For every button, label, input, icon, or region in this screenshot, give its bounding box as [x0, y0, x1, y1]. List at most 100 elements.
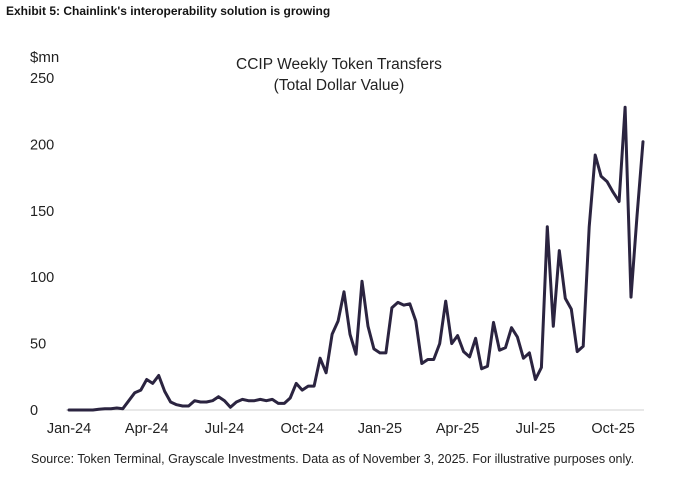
- data-point: [331, 333, 333, 335]
- x-tick-label: Jan-25: [358, 421, 402, 437]
- data-point: [624, 106, 626, 108]
- data-point: [367, 325, 369, 327]
- data-point: [546, 226, 548, 228]
- data-point: [343, 291, 345, 293]
- data-point: [206, 401, 208, 403]
- data-point: [433, 359, 435, 361]
- data-point: [516, 336, 518, 338]
- data-point: [134, 392, 136, 394]
- data-point: [522, 357, 524, 359]
- data-point: [421, 363, 423, 365]
- data-point: [457, 335, 459, 337]
- data-point: [212, 400, 214, 402]
- data-point: [505, 347, 507, 349]
- data-point: [241, 398, 243, 400]
- data-point: [301, 389, 303, 391]
- x-tick-labels: Jan-24 Apr-24 Jul-24 Oct-24 Jan-25 Apr-25 Jul-…: [47, 421, 635, 437]
- data-point: [528, 352, 530, 354]
- chart-title: CCIP Weekly Token Transfers: [236, 56, 442, 73]
- data-point: [182, 405, 184, 407]
- data-point: [475, 337, 477, 339]
- data-point: [511, 327, 513, 329]
- data-point: [349, 333, 351, 335]
- data-point: [427, 359, 429, 361]
- data-point: [337, 320, 339, 322]
- data-point: [283, 402, 285, 404]
- data-point: [277, 402, 279, 404]
- y-tick-label: 0: [30, 403, 38, 419]
- data-point: [188, 405, 190, 407]
- x-tick-label: Apr-25: [436, 421, 480, 437]
- data-point: [499, 349, 501, 351]
- y-tick-label: 100: [30, 270, 54, 286]
- y-tick-label: 200: [30, 137, 54, 153]
- data-point: [397, 301, 399, 303]
- data-point: [200, 401, 202, 403]
- data-point: [570, 308, 572, 310]
- series-line: [67, 105, 645, 412]
- data-point: [146, 379, 148, 381]
- data-point: [361, 280, 363, 282]
- exhibit-title: Exhibit 5: Chainlink's interoperability …: [6, 4, 331, 18]
- y-tick-labels: 0 50 100 150 200 250: [30, 71, 54, 419]
- x-tick-label: Oct-24: [280, 421, 324, 437]
- y-tick-label: 50: [30, 337, 46, 353]
- data-point: [68, 409, 70, 411]
- data-point: [373, 348, 375, 350]
- data-point: [445, 300, 447, 302]
- data-point: [630, 296, 632, 298]
- data-point: [564, 297, 566, 299]
- data-point: [612, 191, 614, 193]
- data-point: [636, 215, 638, 217]
- y-tick-label: 250: [30, 71, 54, 87]
- data-point: [409, 303, 411, 305]
- data-point: [642, 141, 644, 143]
- data-point: [487, 365, 489, 367]
- data-point: [92, 409, 94, 411]
- data-point: [355, 353, 357, 355]
- data-point: [379, 352, 381, 354]
- data-point: [80, 409, 82, 411]
- data-point: [295, 382, 297, 384]
- data-point: [451, 343, 453, 345]
- data-point: [194, 400, 196, 402]
- data-point: [415, 320, 417, 322]
- data-point: [229, 406, 231, 408]
- data-point: [319, 357, 321, 359]
- data-point: [307, 385, 309, 387]
- data-point: [170, 401, 172, 403]
- data-point: [164, 390, 166, 392]
- data-point: [116, 407, 118, 409]
- data-point: [128, 400, 130, 402]
- data-point: [86, 409, 88, 411]
- data-point: [289, 397, 291, 399]
- data-point: [247, 400, 249, 402]
- y-axis-label: $mn: [30, 49, 59, 66]
- data-point: [439, 343, 441, 345]
- data-point: [122, 408, 124, 410]
- data-point: [606, 181, 608, 183]
- data-point: [253, 400, 255, 402]
- data-point: [176, 404, 178, 406]
- data-point: [235, 401, 237, 403]
- data-point: [594, 154, 596, 156]
- data-point: [534, 379, 536, 381]
- data-point: [391, 307, 393, 309]
- source-note: Source: Token Terminal, Grayscale Invest…: [31, 452, 635, 466]
- data-point: [265, 400, 267, 402]
- data-point: [600, 175, 602, 177]
- x-tick-label: Oct-25: [591, 421, 635, 437]
- y-tick-label: 150: [30, 204, 54, 220]
- data-point: [588, 226, 590, 228]
- data-point: [558, 250, 560, 252]
- data-point: [463, 351, 465, 353]
- data-point: [313, 385, 315, 387]
- data-point: [481, 368, 483, 370]
- data-point: [110, 408, 112, 410]
- data-point: [152, 382, 154, 384]
- data-point: [403, 304, 405, 306]
- chart-subtitle: (Total Dollar Value): [274, 77, 405, 94]
- data-point: [385, 352, 387, 354]
- data-point: [540, 367, 542, 369]
